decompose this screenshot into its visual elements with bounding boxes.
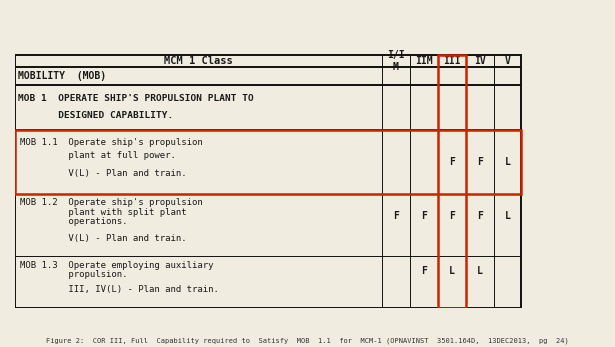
Text: Figure 2:  COR III, Full  Capability required to  Satisfy  MOB  1.1  for  MCM-1 : Figure 2: COR III, Full Capability requi… <box>46 337 569 344</box>
Text: L: L <box>505 157 510 167</box>
Bar <box>15 130 521 194</box>
Text: F: F <box>477 157 483 167</box>
Text: plant at full power.: plant at full power. <box>20 151 175 160</box>
Text: IV: IV <box>474 56 486 66</box>
Text: V: V <box>505 56 510 66</box>
Text: operations.: operations. <box>20 217 127 226</box>
Text: III, IV(L) - Plan and train.: III, IV(L) - Plan and train. <box>20 285 218 294</box>
Text: L: L <box>449 266 455 276</box>
Text: F: F <box>393 211 399 221</box>
Text: V(L) - Plan and train.: V(L) - Plan and train. <box>20 234 186 243</box>
Text: F: F <box>421 211 427 221</box>
Text: L: L <box>505 211 510 221</box>
Text: MOB 1.2  Operate ship's propulsion: MOB 1.2 Operate ship's propulsion <box>20 198 202 208</box>
Text: L: L <box>477 266 483 276</box>
Text: F: F <box>449 157 455 167</box>
Text: DESIGNED CAPABILITY.: DESIGNED CAPABILITY. <box>18 111 173 120</box>
Text: F: F <box>421 266 427 276</box>
Text: MOBILITY  (MOB): MOBILITY (MOB) <box>18 71 106 81</box>
Text: propulsion.: propulsion. <box>20 270 127 279</box>
Text: MCM 1 Class: MCM 1 Class <box>164 56 232 66</box>
Text: F: F <box>449 211 455 221</box>
Text: MOB 1  OPERATE SHIP'S PROPULSION PLANT TO: MOB 1 OPERATE SHIP'S PROPULSION PLANT TO <box>18 94 253 103</box>
Text: F: F <box>477 211 483 221</box>
Text: IIM: IIM <box>415 56 433 66</box>
Text: III: III <box>443 56 461 66</box>
Text: V(L) - Plan and train.: V(L) - Plan and train. <box>20 169 186 178</box>
Text: plant with split plant: plant with split plant <box>20 208 186 217</box>
Bar <box>438 56 466 308</box>
Text: MOB 1.1  Operate ship's propulsion: MOB 1.1 Operate ship's propulsion <box>20 138 202 147</box>
Bar <box>15 56 521 308</box>
Text: MOB 1.3  Operate employing auxiliary: MOB 1.3 Operate employing auxiliary <box>20 261 213 270</box>
Text: I/I
M: I/I M <box>387 50 405 72</box>
